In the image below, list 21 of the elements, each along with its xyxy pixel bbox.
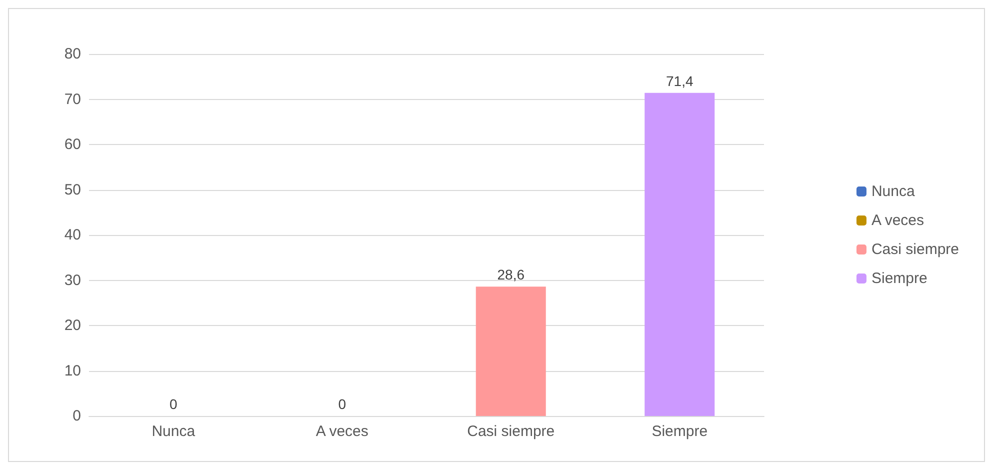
y-tick-label: 60 <box>64 136 81 153</box>
legend-label: Nunca <box>871 183 916 200</box>
y-tick-label: 50 <box>64 181 81 198</box>
x-tick-label: Nunca <box>152 423 196 440</box>
data-label: 0 <box>169 396 178 412</box>
data-label: 28,6 <box>497 266 525 283</box>
legend-label: Siempre <box>871 270 928 287</box>
legend-label: Casi siempre <box>871 241 960 258</box>
data-label: 0 <box>338 396 346 412</box>
x-tick-label: Casi siempre <box>467 423 555 440</box>
y-tick-label: 80 <box>64 46 81 62</box>
y-tick-label: 10 <box>64 362 81 380</box>
x-tick-label: Siempre <box>652 423 708 440</box>
data-label: 71,4 <box>666 72 694 89</box>
legend-label: A veces <box>871 212 924 229</box>
y-tick-label: 40 <box>64 226 81 244</box>
x-tick-label: A veces <box>316 423 368 440</box>
y-tick-label: 0 <box>72 408 81 424</box>
y-tick-label: 20 <box>64 317 81 334</box>
y-tick-label: 70 <box>64 90 81 108</box>
y-tick-label: 30 <box>64 272 81 289</box>
